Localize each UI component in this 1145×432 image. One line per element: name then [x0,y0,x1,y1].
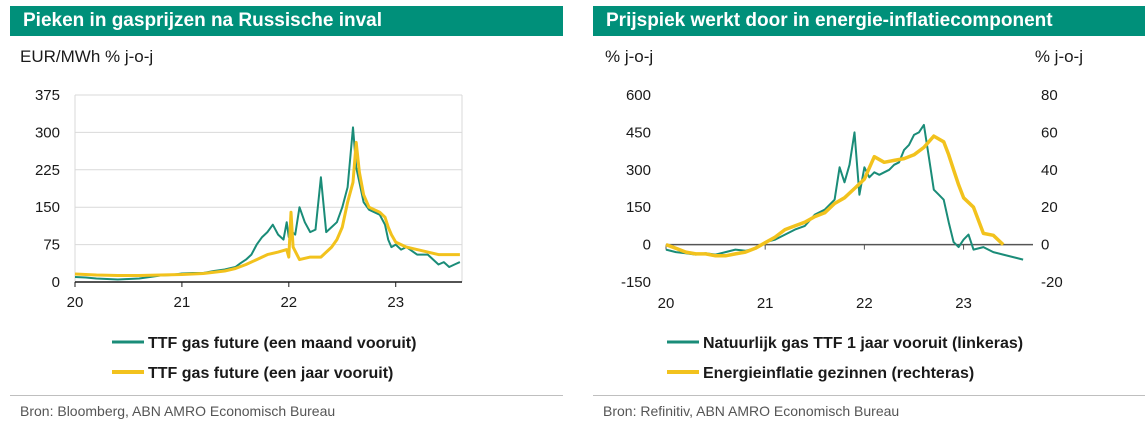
right-x-tick-label: 21 [757,295,774,312]
left-legend-label-1: TTF gas future (een maand vooruit) [148,335,416,352]
left-chart-title: Pieken in gasprijzen na Russische inval [10,6,563,36]
right-y-tick-label-left: 600 [626,87,651,104]
left-y-tick-label: 150 [35,199,60,216]
right-y-tick-label-right: 80 [1041,87,1058,104]
right-y-tick-label-right: 60 [1041,124,1058,141]
right-series-line-1 [665,123,1024,261]
right-y-tick-label-left: 450 [626,124,651,141]
right-y-tick-label-left: 0 [643,237,651,254]
right-y-tick-label-right: 0 [1041,237,1049,254]
right-y-axis-label-right: % j-o-j [1035,47,1083,66]
left-source-divider [10,395,563,396]
left-x-tick-label: 20 [67,294,84,311]
left-y-tick-label: 375 [35,87,60,104]
left-chart-source: Bron: Bloomberg, ABN AMRO Economisch Bur… [20,403,336,419]
left-x-tick-label: 22 [280,294,297,311]
right-series-line-2 [665,134,1005,258]
right-y-tick-label-left: 150 [626,199,651,216]
left-y-axis-label: EUR/MWh % j-o-j [20,47,153,66]
left-y-tick-label: 300 [35,124,60,141]
left-x-tick-label: 21 [174,294,191,311]
right-chart-source: Bron: Refinitiv, ABN AMRO Economisch Bur… [603,403,900,419]
left-x-tick-label: 23 [387,294,404,311]
left-chart-svg: EUR/MWh % j-o-j 0 75 150 225 300 375 20 21 22 23 TT… [20,47,463,382]
right-chart-title: Prijspiek werkt door in energie-inflatie… [593,6,1145,36]
right-chart-svg: % j-o-j % j-o-j -150 0 150 300 450 600 -20 0 20 40 6… [605,47,1083,382]
right-legend-label-1: Natuurlijk gas TTF 1 jaar vooruit (linke… [703,335,1023,352]
left-chart-panel: Pieken in gasprijzen na Russische inval … [0,0,563,432]
right-legend-label-2: Energieinflatie gezinnen (rechteras) [703,365,974,382]
left-y-tick-label: 75 [43,237,60,254]
right-chart-panel: Prijspiek werkt door in energie-inflatie… [583,0,1145,432]
right-y-tick-label-left: 300 [626,162,651,179]
right-y-tick-label-right: -20 [1041,274,1063,291]
right-x-tick-label: 23 [955,295,972,312]
left-y-tick-label: 225 [35,162,60,179]
right-y-tick-label-right: 40 [1041,162,1058,179]
left-series-line-1 [74,126,461,281]
right-y-tick-label-right: 20 [1041,199,1058,216]
left-legend-label-2: TTF gas future (een jaar vooruit) [148,365,393,382]
left-series-line-2 [74,140,460,277]
right-x-tick-label: 20 [658,295,675,312]
right-y-tick-label-left: -150 [621,274,651,291]
right-source-divider [593,395,1145,396]
right-y-axis-label-left: % j-o-j [605,47,653,66]
right-x-tick-label: 22 [856,295,873,312]
left-y-tick-label: 0 [52,274,60,291]
